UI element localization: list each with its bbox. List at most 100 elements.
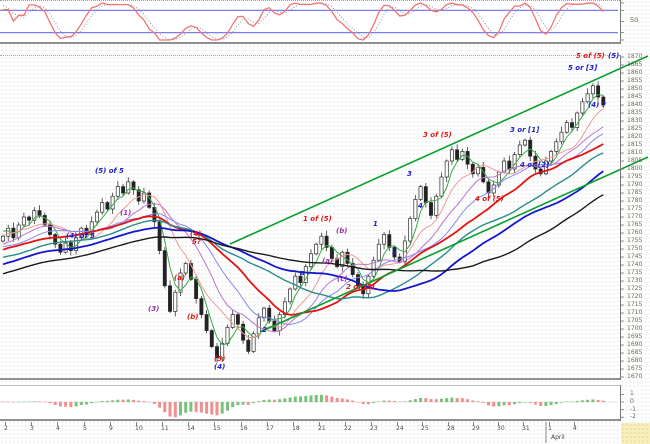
wave-label: (3) xyxy=(148,305,160,313)
price-tick-label: 1790 xyxy=(627,181,643,188)
macd-axis-label: -1 xyxy=(630,405,636,413)
price-tick-label: 1715 xyxy=(627,301,643,308)
ma-teal xyxy=(2,152,604,300)
date-tick-label: 3 xyxy=(30,424,34,432)
price-tick-label: 1725 xyxy=(627,285,643,292)
price-tick-label: 1845 xyxy=(627,93,643,100)
wave-label: (5) xyxy=(608,52,620,60)
price-tick-label: 1670 xyxy=(627,373,643,380)
date-tick-label: 2 xyxy=(4,424,8,432)
stochastic-signal-line xyxy=(2,2,604,41)
macd-axis-label: 0 xyxy=(630,398,634,405)
ma-green-short xyxy=(2,94,604,346)
wave-label: 2 of (5) xyxy=(346,283,375,291)
stochastic-axis-label: 50 xyxy=(630,16,639,24)
date-tick-label: 4 xyxy=(573,424,577,432)
month-label: April xyxy=(551,434,565,441)
date-tick-label: 11 xyxy=(161,424,169,432)
corner-fill xyxy=(621,423,650,444)
price-panel xyxy=(0,55,620,380)
price-tick-label: 1825 xyxy=(627,125,643,132)
wave-label: 5 of (5) xyxy=(576,52,605,60)
price-tick-label: 1810 xyxy=(627,149,643,156)
price-tick-label: 1775 xyxy=(627,205,643,212)
price-tick-label: 1865 xyxy=(627,61,643,68)
wave-label: (4) xyxy=(190,230,202,238)
wave-label: 4 of (5) xyxy=(475,195,504,203)
price-tick-label: 1700 xyxy=(627,325,643,332)
date-tick-label: 18 xyxy=(292,424,300,432)
date-tick-label: 29 xyxy=(472,424,480,432)
date-tick-label: 28 xyxy=(447,424,455,432)
wave-label: a xyxy=(300,269,305,277)
stochastic-main-line xyxy=(3,2,604,41)
date-tick-label: 22 xyxy=(344,424,352,432)
price-tick-label: 1765 xyxy=(627,221,643,228)
date-tick-label: 21 xyxy=(318,424,326,432)
date-tick-label: 14 xyxy=(187,424,195,432)
price-tick-label: 1855 xyxy=(627,77,643,84)
date-tick-label: 5 xyxy=(83,424,87,432)
macd-axis-label: -2 xyxy=(630,413,636,421)
wave-label: (5) of 5 xyxy=(95,167,124,175)
wave-label: (c) xyxy=(337,275,348,283)
ma-blue xyxy=(2,170,604,292)
price-tick-label: 1710 xyxy=(627,309,643,316)
price-tick-label: 1800 xyxy=(627,165,643,172)
date-tick-label: 9 xyxy=(109,424,113,432)
price-tick-label: 1770 xyxy=(627,213,643,220)
date-tick-label: 1 xyxy=(548,424,552,432)
date-tick-label: 16 xyxy=(240,424,248,432)
date-tick-label: 4 xyxy=(56,424,60,432)
wave-label: (4) ? xyxy=(588,101,606,109)
price-tick-label: 1685 xyxy=(627,349,643,356)
price-tick-label: 1780 xyxy=(627,197,643,204)
wave-label: 5 or [3] xyxy=(568,64,598,72)
price-tick-label: 1860 xyxy=(627,69,643,76)
wave-label: (5) xyxy=(214,355,226,363)
price-tick-label: 1720 xyxy=(627,293,643,300)
price-tick-label: 1805 xyxy=(627,157,643,164)
ma-black xyxy=(2,194,604,275)
wave-label: (b) xyxy=(336,227,348,235)
macd-histogram-panel xyxy=(0,385,620,421)
wave-label: 3 xyxy=(407,170,412,178)
date-tick-label: 30 xyxy=(497,424,505,432)
price-tick-label: 1680 xyxy=(627,357,643,364)
price-tick-label: 1745 xyxy=(627,253,643,260)
wave-label: 3 or [1] xyxy=(510,126,540,134)
date-tick-label: 31 xyxy=(522,424,530,432)
price-tick-label: 1830 xyxy=(627,117,643,124)
price-tick-label: 1760 xyxy=(627,229,643,236)
wave-label: 1 of (5) xyxy=(303,215,332,223)
wave-label: 1 xyxy=(373,220,378,228)
price-tick-label: 1795 xyxy=(627,173,643,180)
wave-label: 4 xyxy=(418,202,423,210)
price-tick-label: 1740 xyxy=(627,261,643,268)
wave-label: (4) xyxy=(214,363,226,371)
price-tick-label: 1695 xyxy=(627,333,643,340)
trend-channel-line-2 xyxy=(259,156,649,333)
price-tick-label: 1675 xyxy=(627,365,643,372)
price-tick-label: 1850 xyxy=(627,85,643,92)
wave-label: (b) xyxy=(187,313,199,321)
price-tick-label: 1840 xyxy=(627,101,643,108)
price-tick-label: 1870 xyxy=(627,53,643,60)
wave-label: (a) xyxy=(174,274,186,282)
price-tick-label: 1820 xyxy=(627,133,643,140)
wave-label: (a) xyxy=(322,257,334,265)
date-tick-label: 24 xyxy=(396,424,404,432)
wave-label: 3 of (5) xyxy=(423,131,452,139)
price-tick-label: 1785 xyxy=(627,189,643,196)
price-tick-label: 1750 xyxy=(627,245,643,252)
wave-label: 2 xyxy=(262,326,267,334)
stochastic-panel xyxy=(0,0,620,44)
price-tick-label: 1690 xyxy=(627,341,643,348)
date-tick-label: 10 xyxy=(135,424,143,432)
price-tick-label: 1735 xyxy=(627,269,643,276)
price-tick-label: 1815 xyxy=(627,141,643,148)
wave-label: 4 or [2] xyxy=(520,161,550,169)
wave-label: 2 xyxy=(392,248,397,256)
